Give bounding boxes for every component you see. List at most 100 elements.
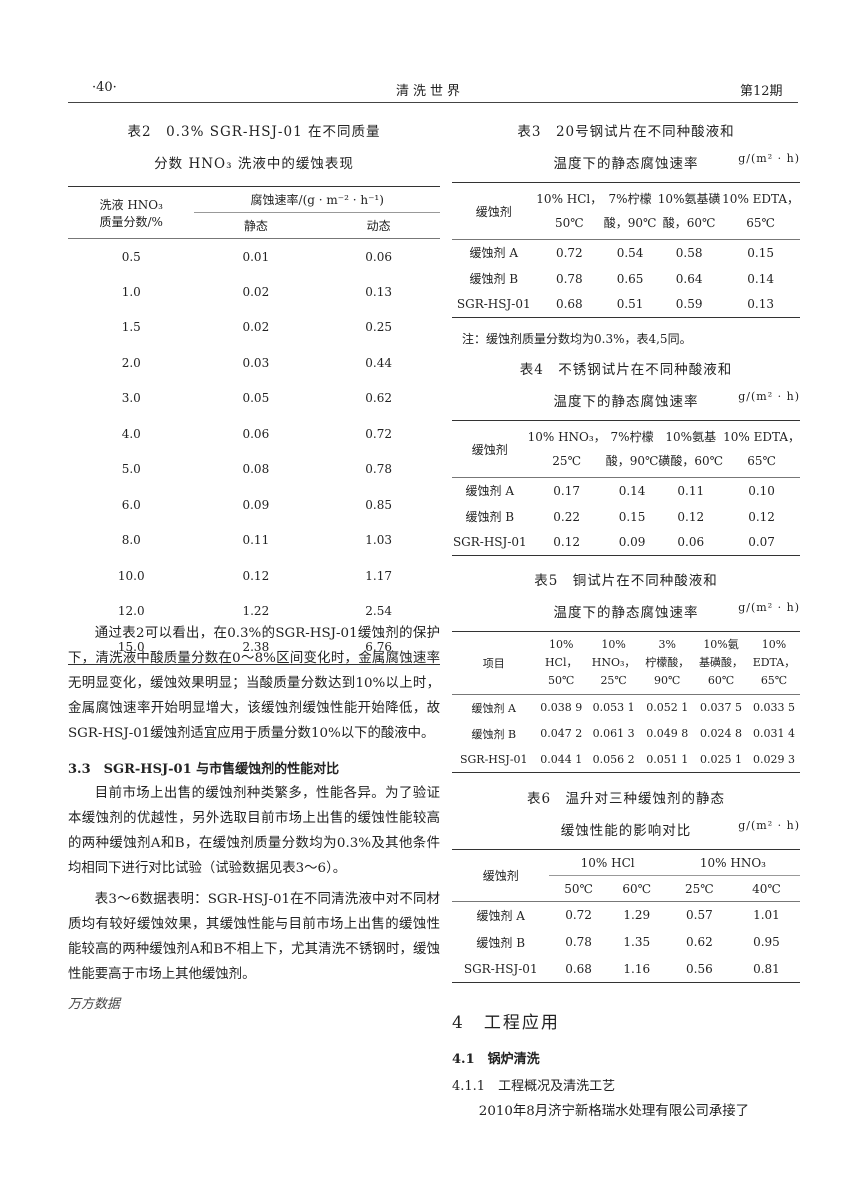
- header-text: 10%: [601, 638, 626, 651]
- unit-label: g/(m² · h): [738, 390, 800, 403]
- table-cell: 0.033 5: [752, 701, 795, 715]
- table-cell: 0.09: [618, 535, 646, 550]
- table-4: 表4 不锈钢试片在不同种酸液和 温度下的静态腐蚀速率 g/(m² · h) 缓蚀剂…: [452, 358, 800, 556]
- row-label: 缓蚀剂 B: [469, 272, 519, 286]
- table-cell: 0.11: [242, 533, 270, 548]
- table-6-subheader: 25℃: [685, 881, 714, 896]
- header-text: 50℃: [554, 216, 584, 230]
- header-text: 60℃: [707, 674, 735, 687]
- unit-label: g/(m² · h): [738, 819, 800, 832]
- table-row: 3.0 0.05 0.62: [68, 381, 440, 417]
- paragraph: 2010年8月济宁新格瑞水处理有限公司承接了: [478, 1104, 750, 1119]
- row-label: 15.0: [117, 639, 145, 654]
- title-text: 温度下的静态腐蚀速率: [553, 605, 699, 621]
- header-text: 65℃: [746, 216, 775, 230]
- table-cell: 0.047 2: [540, 727, 583, 740]
- table-cell: 0.044 1: [540, 752, 583, 766]
- row-label: 10.0: [117, 568, 145, 583]
- row-label: 1.0: [121, 284, 141, 299]
- header-text: 10% HCl，: [536, 192, 603, 206]
- table-3-title-line2: 温度下的静态腐蚀速率 g/(m² · h): [452, 152, 800, 172]
- column-header: 10% EDTA， 65℃: [723, 421, 800, 478]
- table-row: 10.0 0.12 1.17: [68, 558, 440, 594]
- table-cell: 0.031 4: [752, 727, 795, 740]
- header-text: EDTA，: [752, 656, 796, 669]
- table-cell: 0.08: [242, 462, 270, 477]
- table-3: 表3 20号钢试片在不同种酸液和 温度下的静态腐蚀速率 g/(m² · h) 缓蚀…: [452, 120, 800, 347]
- table-cell: 0.052 1: [646, 701, 689, 715]
- header-text: 90℃: [654, 674, 681, 687]
- table-row: 缓蚀剂 B 0.047 2 0.061 3 0.049 8 0.024 8 0.031 4: [452, 721, 800, 747]
- issue-number: 第12期: [740, 84, 783, 99]
- table-row: 缓蚀剂 B 0.22 0.15 0.12 0.12: [452, 504, 800, 530]
- row-label: 2.0: [121, 355, 141, 370]
- header-text: HNO₃，: [591, 656, 636, 669]
- table-6-group-hcl: 10% HCl: [549, 849, 666, 876]
- table-row: SGR-HSJ-01 0.044 1 0.056 2 0.051 1 0.025 1 0.…: [452, 747, 800, 773]
- table-2-subheader-static: 静态: [243, 219, 268, 233]
- row-header: 缓蚀剂: [475, 204, 512, 219]
- unit-label: g/(m² · h): [738, 601, 800, 614]
- table-cell: 0.85: [365, 497, 392, 512]
- row-label: SGR-HSJ-01: [463, 961, 538, 976]
- table-cell: 0.72: [555, 245, 583, 260]
- table-cell: 0.95: [753, 935, 780, 949]
- row-label: SGR-HSJ-01: [459, 752, 528, 766]
- header-text: HCl，: [544, 656, 578, 669]
- column-header: 10%氨基磺酸，60℃: [658, 421, 723, 478]
- table-row: 6.0 0.09 0.85: [68, 487, 440, 523]
- table-row: 15.0 2.38 6.76: [68, 629, 440, 665]
- row-label: 缓蚀剂 B: [471, 727, 517, 741]
- table-5-grid: 项目 10% HCl， 50℃ 10% HNO₃， 25℃ 3% 柠檬酸， 90℃ 10%氨 基磺酸，…: [452, 631, 800, 773]
- table-cell: 0.02: [242, 284, 270, 299]
- column-header: 10%氨基磺酸，60℃: [657, 183, 721, 240]
- header-text: 磺酸，60℃: [658, 454, 724, 468]
- table-3-note: 注：缓蚀剂质量分数均为0.3%，表4,5同。: [462, 332, 692, 346]
- header-text: 柠檬酸，: [645, 656, 690, 669]
- header-text: 10%氨基磺: [657, 192, 721, 206]
- table-cell: 0.64: [675, 271, 703, 286]
- table-cell: 0.68: [555, 297, 583, 312]
- column-header: 10% HCl， 50℃: [536, 632, 587, 695]
- table-cell: 0.053 1: [592, 701, 635, 715]
- header-text: 基磺酸，: [699, 656, 744, 669]
- table-cell: 1.03: [365, 533, 392, 548]
- table-cell: 0.56: [686, 961, 713, 976]
- row-label: 1.5: [121, 320, 141, 335]
- table-row: SGR-HSJ-01 0.12 0.09 0.06 0.07: [452, 530, 800, 556]
- header-text: 质量分数/%: [99, 214, 163, 229]
- row-label: 5.0: [121, 462, 141, 477]
- table-cell: 0.17: [553, 483, 580, 498]
- table-cell: 0.061 3: [592, 727, 635, 740]
- table-cell: 0.029 3: [752, 752, 795, 766]
- table-2-title-line1: 表2 0.3% SGR-HSJ-01 在不同质量: [127, 124, 381, 140]
- column-header: 10% EDTA， 65℃: [748, 632, 800, 695]
- table-cell: 0.22: [553, 509, 580, 524]
- header-text: 洗液 HNO₃: [99, 197, 163, 212]
- table-cell: 0.14: [747, 271, 774, 286]
- column-header: 10%氨基磺酸，60℃: [694, 632, 748, 695]
- column-header: 10% HNO₃， 25℃: [587, 632, 640, 695]
- table-6-row-header: 缓蚀剂: [452, 849, 550, 902]
- table-row: 缓蚀剂 A 0.038 9 0.053 1 0.052 1 0.037 5 0.033 5: [452, 695, 800, 721]
- table-2-title-line2: 分数 HNO₃ 洗液中的缓蚀表现: [154, 156, 354, 172]
- section-heading-3-3: 3.3 SGR-HSJ-01 与市售缓蚀剂的性能对比: [68, 762, 340, 777]
- table-cell: 0.59: [675, 297, 703, 312]
- header-text: 10% HNO₃，: [527, 430, 606, 444]
- table-cell: 0.72: [565, 908, 592, 923]
- table-row: 缓蚀剂 A 0.17 0.14 0.11 0.10: [452, 478, 800, 504]
- header-text: 10%氨基: [665, 430, 717, 444]
- column-header: 3% 柠檬酸， 90℃: [640, 632, 694, 695]
- header-text: 酸，90℃: [605, 454, 659, 468]
- table-cell: 0.13: [365, 284, 392, 299]
- title-text: 温度下的静态腐蚀速率: [553, 394, 699, 410]
- table-5-title-line2: 温度下的静态腐蚀速率 g/(m² · h): [452, 601, 800, 621]
- table-cell: 0.06: [242, 426, 270, 441]
- header-text: 10% EDTA，: [723, 430, 800, 444]
- table-cell: 0.57: [686, 908, 713, 923]
- table-row: 1.5 0.02 0.25: [68, 310, 440, 346]
- section-heading-4-1-1: 4.1.1 工程概况及清洗工艺: [452, 1079, 616, 1094]
- table-6-title-line1: 表6 温升对三种缓蚀剂的静态: [526, 791, 726, 807]
- table-3-grid: 缓蚀剂 10% HCl， 50℃ 7%柠檬 酸，90℃ 10%氨基磺 酸，60℃ 10% ED…: [452, 182, 800, 318]
- table-2: 表2 0.3% SGR-HSJ-01 在不同质量 分数 HNO₃ 洗液中的缓蚀表…: [68, 120, 440, 665]
